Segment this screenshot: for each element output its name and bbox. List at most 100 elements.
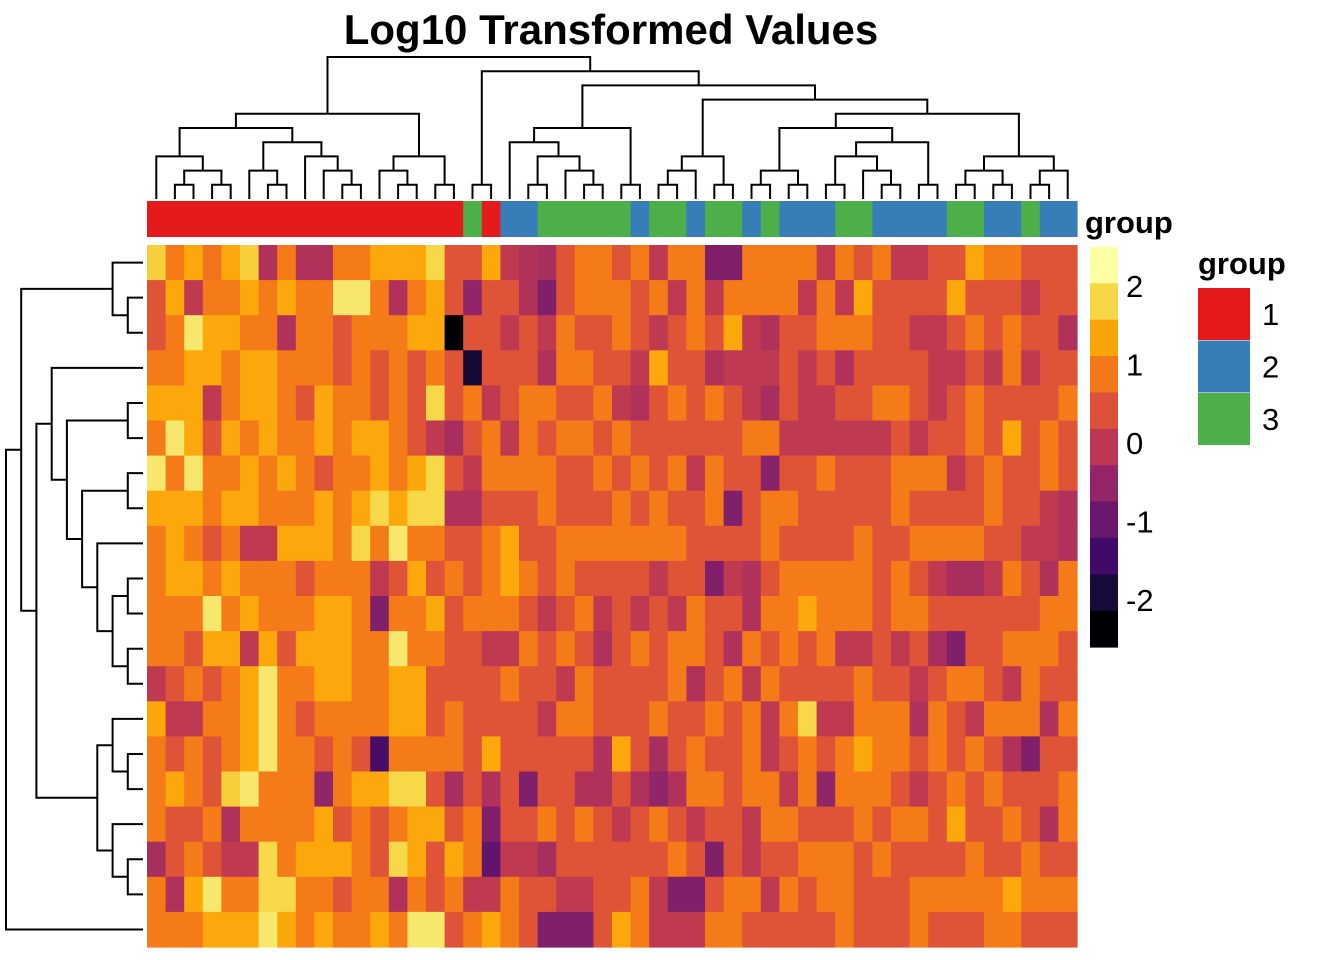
heatmap-cell	[295, 911, 315, 948]
heatmap-cell	[686, 560, 706, 597]
heatmap-cell	[965, 666, 985, 702]
dendrogram-branch	[759, 169, 799, 185]
heatmap-cell	[407, 560, 427, 597]
heatmap-cell	[853, 736, 873, 773]
heatmap-cell	[1021, 490, 1041, 527]
annotation-cell	[221, 201, 241, 237]
heatmap-cell	[1058, 701, 1078, 737]
heatmap-cell	[370, 876, 390, 913]
annotation-cell	[760, 201, 780, 237]
heatmap-cell	[1039, 420, 1059, 457]
heatmap-cell	[426, 736, 446, 773]
heatmap-cell	[946, 806, 966, 843]
heatmap-cell	[556, 701, 576, 737]
heatmap-cell	[798, 806, 818, 843]
annotation-cell	[481, 201, 501, 237]
heatmap-cell	[1021, 385, 1041, 422]
heatmap-cell	[946, 245, 966, 281]
heatmap-cell	[760, 455, 780, 492]
heatmap-cell	[277, 736, 297, 773]
heatmap-cell	[649, 806, 669, 843]
heatmap-cell	[426, 455, 446, 492]
heatmap-cell	[1002, 315, 1022, 351]
annotation-cell	[965, 201, 985, 237]
heatmap-cell	[147, 876, 167, 913]
heatmap-cell	[891, 315, 911, 351]
heatmap-cell	[965, 560, 985, 597]
heatmap-cell	[370, 806, 390, 843]
heatmap-cell	[667, 631, 687, 667]
heatmap-cell	[277, 490, 297, 527]
heatmap-cell	[556, 525, 576, 562]
heatmap-cell	[1039, 911, 1059, 948]
heatmap-cell	[779, 666, 799, 702]
heatmap-cell	[574, 911, 594, 948]
heatmap-cell	[240, 350, 260, 386]
heatmap-cell	[816, 841, 836, 878]
heatmap-cell	[593, 490, 613, 527]
dendrogram-branch	[155, 155, 204, 199]
heatmap-cell	[1002, 596, 1022, 632]
heatmap-cell	[1039, 385, 1059, 422]
heatmap-cell	[500, 455, 520, 492]
heatmap-cell	[798, 736, 818, 773]
heatmap-cell	[1058, 560, 1078, 597]
heatmap-cell	[1058, 420, 1078, 457]
heatmap-cell	[816, 280, 836, 316]
heatmap-cell	[556, 806, 576, 843]
colorbar-segment	[1090, 465, 1118, 503]
dendrogram-branch	[880, 183, 902, 199]
heatmap-cell	[202, 736, 222, 773]
heatmap-cell	[946, 490, 966, 527]
heatmap-cell	[500, 631, 520, 667]
heatmap-cell	[147, 455, 167, 492]
heatmap-cell	[147, 841, 167, 878]
heatmap-cell	[519, 701, 539, 737]
heatmap-cell	[593, 631, 613, 667]
heatmap-cell	[277, 420, 297, 457]
heatmap-cell	[984, 280, 1004, 316]
heatmap-cell	[965, 596, 985, 632]
heatmap-cell	[314, 560, 334, 597]
heatmap-cell	[184, 490, 204, 527]
heatmap-cell	[556, 841, 576, 878]
heatmap-cell	[928, 876, 948, 913]
heatmap-cell	[184, 631, 204, 667]
heatmap-cell	[519, 596, 539, 632]
heatmap-cell	[872, 350, 892, 386]
heatmap-cell	[928, 385, 948, 422]
heatmap-cell	[872, 525, 892, 562]
heatmap-cell	[295, 876, 315, 913]
heatmap-cell	[667, 490, 687, 527]
heatmap-cell	[202, 911, 222, 948]
heatmap-cell	[147, 596, 167, 632]
heatmap-cell	[426, 701, 446, 737]
heatmap-cell	[835, 350, 855, 386]
heatmap-cell	[314, 596, 334, 632]
heatmap-cell	[351, 736, 371, 773]
heatmap-cell	[407, 525, 427, 562]
heatmap-cell	[240, 701, 260, 737]
heatmap-cell	[630, 771, 650, 808]
heatmap-cell	[202, 350, 222, 386]
heatmap-cell	[258, 245, 278, 281]
heatmap-cell	[258, 841, 278, 878]
heatmap-cell	[853, 420, 873, 457]
heatmap-cell	[500, 876, 520, 913]
heatmap-cell	[872, 560, 892, 597]
heatmap-cell	[277, 596, 297, 632]
colorbar-segment	[1090, 356, 1118, 394]
heatmap-cell	[463, 771, 483, 808]
heatmap-cell	[388, 245, 408, 281]
heatmap-cell	[351, 280, 371, 316]
annotation-cell	[667, 201, 687, 237]
heatmap-cell	[928, 245, 948, 281]
heatmap-cell	[574, 736, 594, 773]
heatmap-cell	[649, 245, 669, 281]
heatmap-cell	[574, 596, 594, 632]
heatmap-cell	[798, 350, 818, 386]
heatmap-cell	[667, 420, 687, 457]
heatmap-cell	[798, 911, 818, 948]
heatmap-cell	[909, 245, 929, 281]
heatmap-cell	[667, 666, 687, 702]
